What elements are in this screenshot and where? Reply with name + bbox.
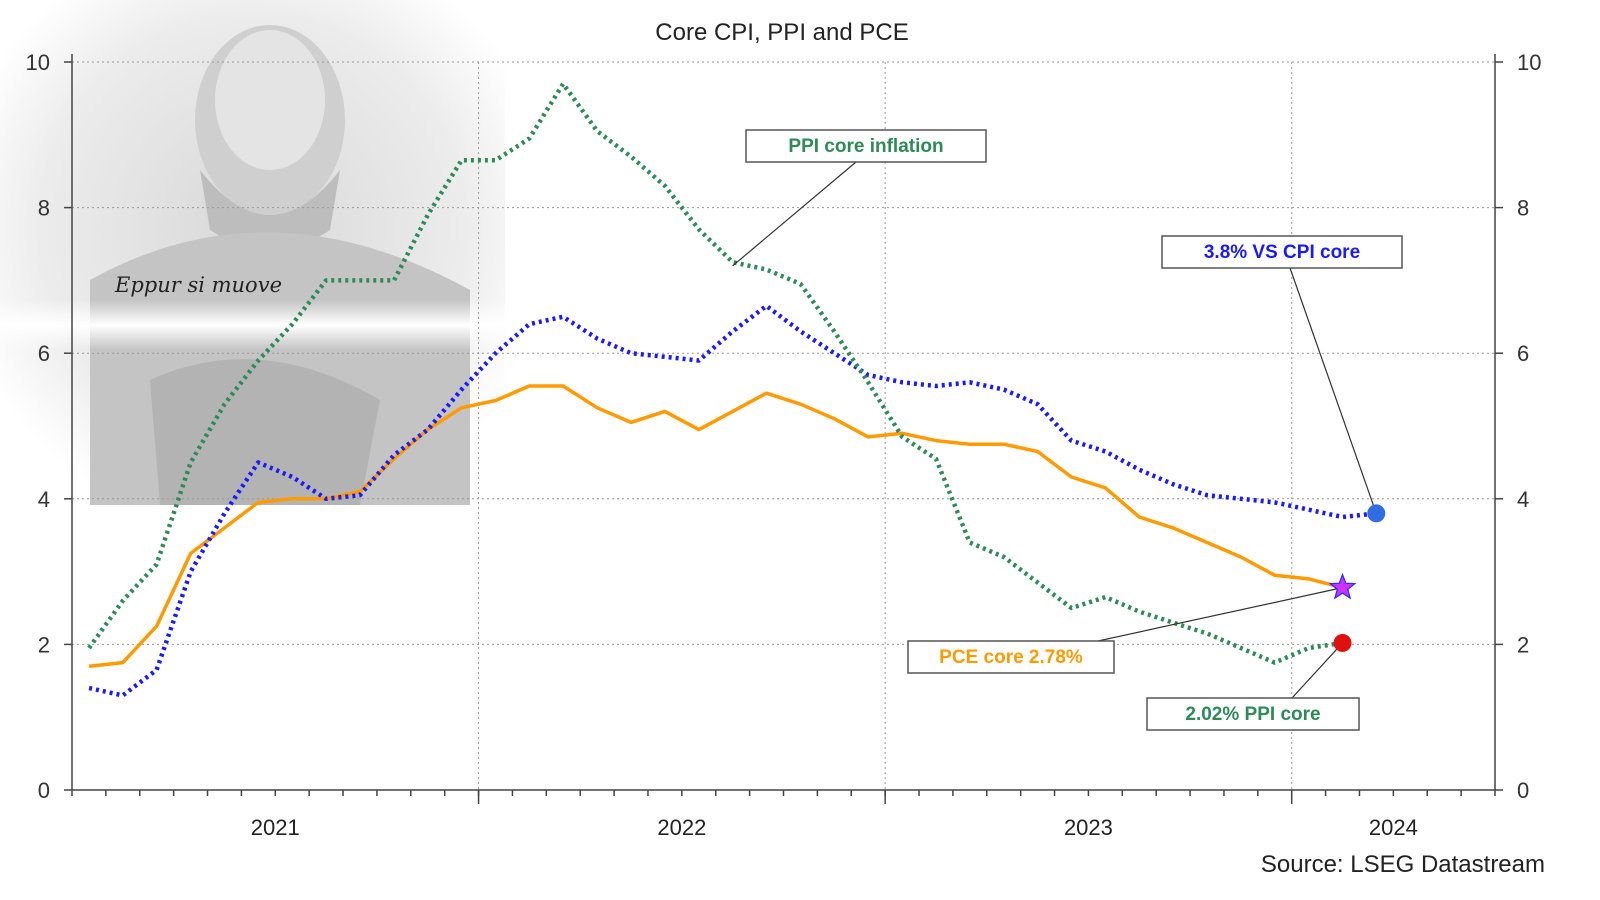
axes: 0 0 2 2 4 4 6 6 8 8 10 10 2021 2022 2023 2024 bbox=[26, 50, 1542, 840]
annotation-label: 2.02% PPI core bbox=[1185, 704, 1320, 725]
annotation-box bbox=[745, 129, 987, 163]
y-tick-label-right: 2 bbox=[1517, 632, 1529, 657]
y-tick-label-left: 2 bbox=[38, 632, 50, 657]
x-tick-label: 2023 bbox=[1064, 815, 1113, 840]
portrait-illustration bbox=[0, 0, 505, 505]
annotation-box bbox=[907, 640, 1115, 674]
annotation-leader-line bbox=[1289, 267, 1377, 514]
x-tick-label: 2022 bbox=[657, 815, 706, 840]
grid-lines bbox=[72, 61, 1495, 790]
end-marker-cpi_end bbox=[1367, 504, 1386, 523]
y-tick-label-right: 4 bbox=[1517, 487, 1529, 512]
annotation-leaders bbox=[732, 161, 1377, 699]
y-tick-label-right: 0 bbox=[1517, 778, 1529, 803]
end-marker-pce_end bbox=[1328, 572, 1357, 600]
y-tick-label-left: 4 bbox=[38, 487, 50, 512]
annotation-leader-line bbox=[1291, 642, 1343, 699]
y-tick-label-right: 6 bbox=[1517, 341, 1529, 366]
end-marker-ppi_end bbox=[1333, 633, 1352, 652]
series-line-cpi bbox=[88, 303, 1377, 698]
y-tick-label-right: 8 bbox=[1517, 196, 1529, 221]
annotations: PPI core inflation 3.8% VS CPI core PCE co… bbox=[745, 129, 1403, 731]
annotation-label: PCE core 2.78% bbox=[939, 647, 1083, 668]
y-tick-label-right: 10 bbox=[1517, 50, 1541, 75]
chart-title: Core CPI, PPI and PCE bbox=[655, 19, 908, 46]
annotation-box bbox=[1146, 697, 1360, 731]
x-tick-label: 2021 bbox=[251, 815, 300, 840]
series-line-pce bbox=[88, 384, 1343, 668]
y-tick-label-left: 6 bbox=[38, 341, 50, 366]
y-tick-label-left: 8 bbox=[38, 196, 50, 221]
y-tick-label-left: 10 bbox=[26, 50, 50, 75]
annotation-label: 3.8% VS CPI core bbox=[1204, 242, 1360, 263]
end-markers bbox=[1328, 504, 1386, 652]
x-tick-label: 2024 bbox=[1369, 815, 1418, 840]
source-note: Source: LSEG Datastream bbox=[1261, 851, 1545, 878]
y-tick-label-left: 0 bbox=[38, 778, 50, 803]
annotation-box bbox=[1161, 235, 1403, 269]
series-lines bbox=[87, 81, 1377, 698]
image-caption: Eppur si muove bbox=[114, 273, 282, 297]
annotation-label: PPI core inflation bbox=[788, 136, 943, 157]
annotation-leader-line bbox=[732, 161, 857, 267]
annotation-leader-line bbox=[1097, 587, 1343, 642]
